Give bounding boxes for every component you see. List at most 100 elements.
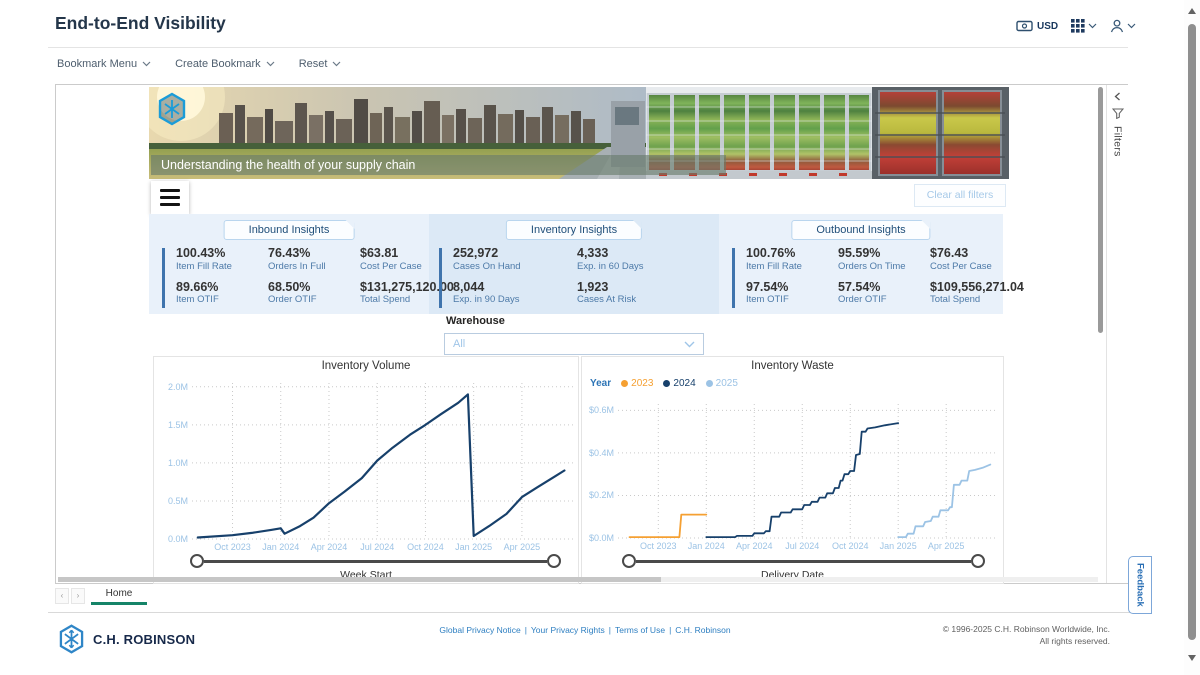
x-axis: Oct 2023 Jan 2024 Apr 2024 Jul 2024 Oct 2024…: [192, 539, 574, 552]
kpi-orders-in-full: 76.43% Orders In Full: [268, 246, 326, 272]
profile-menu-button[interactable]: [1110, 19, 1136, 33]
y-axis-tick: 0.5M: [167, 495, 188, 506]
outbound-insights-panel: Outbound Insights 100.76% Item Fill Rate …: [724, 214, 1024, 314]
kpi-cases-on-hand: 252,972 Cases On Hand: [453, 246, 521, 272]
date-range-slider: [190, 554, 561, 568]
previous-page-arrow[interactable]: ‹: [55, 588, 69, 604]
create-bookmark-label: Create Bookmark: [175, 58, 261, 70]
x-axis-tick: Jan 2025: [879, 541, 917, 551]
banner-caption: Understanding the health of your supply …: [151, 155, 726, 175]
x-axis-tick: Jan 2024: [687, 541, 725, 551]
canvas-vertical-scrollbar[interactable]: [1098, 87, 1103, 333]
footer-links: Global Privacy Notice | Your Privacy Right…: [439, 625, 731, 635]
brand-name: C.H. ROBINSON: [93, 631, 196, 647]
scrollbar-thumb[interactable]: [1188, 24, 1196, 640]
x-axis-tick: Jan 2025: [455, 542, 493, 552]
accent-bar: [732, 248, 735, 308]
page-scrollbar[interactable]: [1184, 0, 1200, 675]
inventory-insights-panel: Inventory Insights 252,972 Cases On Hand …: [431, 214, 717, 314]
outbound-insights-title: Outbound Insights: [791, 220, 931, 240]
legend-label: 2023: [631, 378, 654, 389]
series-line-2024: [705, 422, 900, 539]
reset-label: Reset: [298, 58, 328, 70]
y-axis-tick: 1.5M: [167, 419, 188, 430]
line-chart-svg: [192, 383, 574, 540]
legend-dot: [663, 380, 671, 387]
apps-menu-button[interactable]: [1071, 19, 1097, 33]
legend-dot: [621, 380, 629, 387]
link-chrobinson[interactable]: C.H. Robinson: [675, 625, 731, 635]
slider-handle-left[interactable]: [622, 554, 636, 568]
currency-label: USD: [1037, 20, 1059, 32]
link-terms-of-use[interactable]: Terms of Use: [614, 625, 666, 635]
scroll-down-icon[interactable]: [1188, 655, 1196, 661]
slider-handle-left[interactable]: [190, 554, 204, 568]
inbound-insights-title: Inbound Insights: [223, 220, 355, 240]
x-axis-tick: Oct 2024: [831, 541, 869, 551]
currency-selector[interactable]: USD: [1016, 20, 1058, 32]
chrobinson-logo-icon: [59, 624, 84, 654]
copyright: © 1996-2025 C.H. Robinson Worldwide, Inc…: [942, 624, 1110, 646]
kpi-item-otif: 97.54% Item OTIF: [746, 279, 789, 306]
y-axis-tick: 2.0M: [167, 381, 188, 392]
slider-handle-right[interactable]: [547, 554, 561, 568]
insights-band: Inbound Insights 100.43% Item Fill Rate 7…: [149, 214, 1024, 314]
create-bookmark-button[interactable]: Create Bookmark: [175, 58, 275, 70]
money-icon: [1016, 20, 1033, 32]
slider-track[interactable]: [204, 559, 547, 563]
filters-pane-collapsed[interactable]: Filters: [1106, 85, 1128, 583]
legend-item-2024[interactable]: 2024: [663, 378, 696, 389]
y-axis: 2.0M 1.5M 1.0M 0.5M 0.0M: [156, 381, 188, 544]
kpi-orders-on-time: 95.59% Orders On Time: [838, 246, 906, 272]
kpi-exp-60-days: 4,333 Exp. in 60 Days: [577, 246, 644, 272]
warehouse-slicer-label: Warehouse: [446, 315, 505, 327]
inventory-volume-chart: Inventory Volume 2.0M 1.5M 1.0M 0.5M 0.0M Oc…: [153, 356, 579, 584]
feedback-tab[interactable]: Feedback: [1128, 556, 1152, 614]
line-chart-svg: [618, 404, 998, 539]
series-line-inventory-volume: [196, 393, 566, 539]
tab-home[interactable]: Home: [91, 586, 147, 605]
x-axis-tick: Apr 2025: [503, 542, 541, 552]
page-tab-bar: ‹ › Home: [55, 586, 1128, 605]
legend-item-2023[interactable]: 2023: [621, 378, 653, 389]
collapse-pane-icon[interactable]: [1114, 92, 1121, 101]
x-axis-tick: Jul 2024: [785, 541, 820, 551]
warehouse-selected-value: All: [453, 338, 466, 350]
y-axis-tick: $0.2M: [588, 490, 614, 501]
chevron-down-icon: [684, 341, 695, 347]
link-global-privacy-notice[interactable]: Global Privacy Notice: [439, 625, 521, 635]
plot-area: $0.6M $0.4M $0.2M $0.0M Oct 2023 Jan 2024 Apr…: [589, 404, 998, 551]
plot-area: 2.0M 1.5M 1.0M 0.5M 0.0M Oct 2023 Jan 2024 Apr…: [168, 382, 574, 552]
next-page-arrow[interactable]: ›: [71, 588, 85, 604]
x-axis-tick: Oct 2023: [214, 542, 251, 552]
x-axis-tick: Oct 2024: [407, 542, 444, 552]
menu-button[interactable]: [151, 181, 189, 214]
slider-track[interactable]: [636, 559, 971, 563]
page-title: End-to-End Visibility: [55, 13, 226, 33]
legend-item-2025[interactable]: 2025: [705, 378, 738, 389]
chrobinson-banner-logo-icon: [157, 92, 187, 131]
kpi-exp-90-days: 8,044 Exp. in 90 Days: [453, 279, 520, 306]
x-axis-tick: Jul 2024: [360, 542, 395, 552]
slider-handle-right[interactable]: [971, 554, 985, 568]
footer-divider: [48, 612, 1152, 613]
legend-label: 2024: [673, 378, 696, 389]
legend-label: 2025: [715, 378, 738, 389]
reset-button[interactable]: Reset: [299, 58, 342, 70]
chart-title: Inventory Waste: [751, 360, 834, 372]
y-axis: $0.6M $0.4M $0.2M $0.0M: [582, 404, 614, 543]
grid-icon: [1071, 19, 1085, 33]
x-axis: Oct 2023 Jan 2024 Apr 2024 Jul 2024 Oct 2024…: [618, 538, 998, 551]
scroll-up-icon[interactable]: [1188, 8, 1196, 14]
inventory-waste-chart: Inventory Waste Year 2023 2024 2025 $0.6M $…: [581, 356, 1004, 584]
bookmark-menu-button[interactable]: Bookmark Menu: [57, 58, 151, 70]
kpi-cost-per-case: $63.81 Cost Per Case: [360, 246, 422, 272]
y-axis-tick: $0.4M: [588, 447, 614, 458]
warehouse-dropdown[interactable]: All: [444, 333, 704, 355]
bookmark-bar: Bookmark Menu Create Bookmark Reset: [57, 58, 341, 70]
link-your-privacy-rights[interactable]: Your Privacy Rights: [530, 625, 605, 635]
filters-pane-label: Filters: [1111, 126, 1124, 157]
clear-all-filters-button[interactable]: Clear all filters: [914, 184, 1006, 207]
canvas-horizontal-scrollbar[interactable]: [58, 577, 1098, 582]
person-icon: [1111, 19, 1124, 33]
